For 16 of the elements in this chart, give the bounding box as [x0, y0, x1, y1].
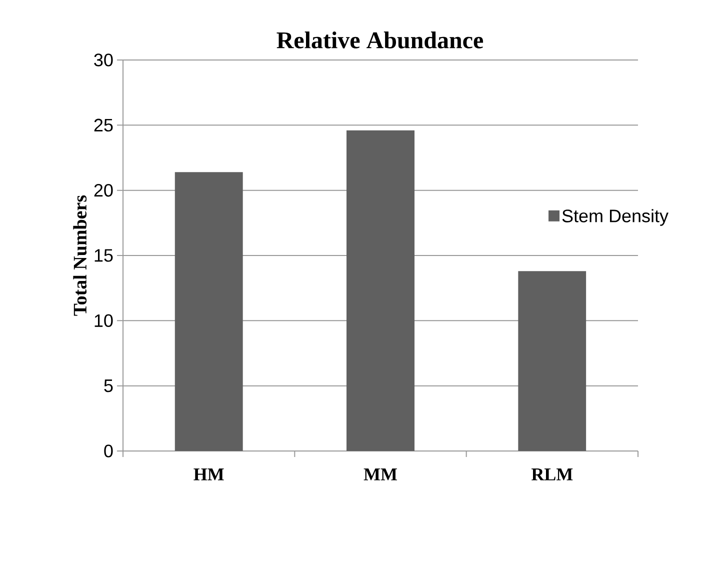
y-tick-label: 25	[94, 118, 113, 132]
y-tick-label: 0	[104, 444, 113, 458]
x-tick-label: HM	[194, 468, 224, 480]
y-tick-label: 20	[94, 184, 113, 197]
y-axis-title: Total Numbers	[73, 195, 87, 316]
y-tick-label: 5	[104, 380, 113, 392]
x-tick-label: RLM	[531, 468, 573, 480]
bar	[174, 172, 243, 451]
y-tick-label: 10	[94, 314, 113, 328]
bar	[518, 271, 586, 451]
legend-label: Stem Density	[562, 209, 668, 226]
y-tick-label: 30	[94, 54, 113, 66]
y-tick-label: 15	[94, 249, 113, 262]
chart-title: Relative Abundance	[276, 32, 484, 48]
x-tick-label: MM	[364, 468, 397, 480]
bar	[346, 130, 415, 451]
